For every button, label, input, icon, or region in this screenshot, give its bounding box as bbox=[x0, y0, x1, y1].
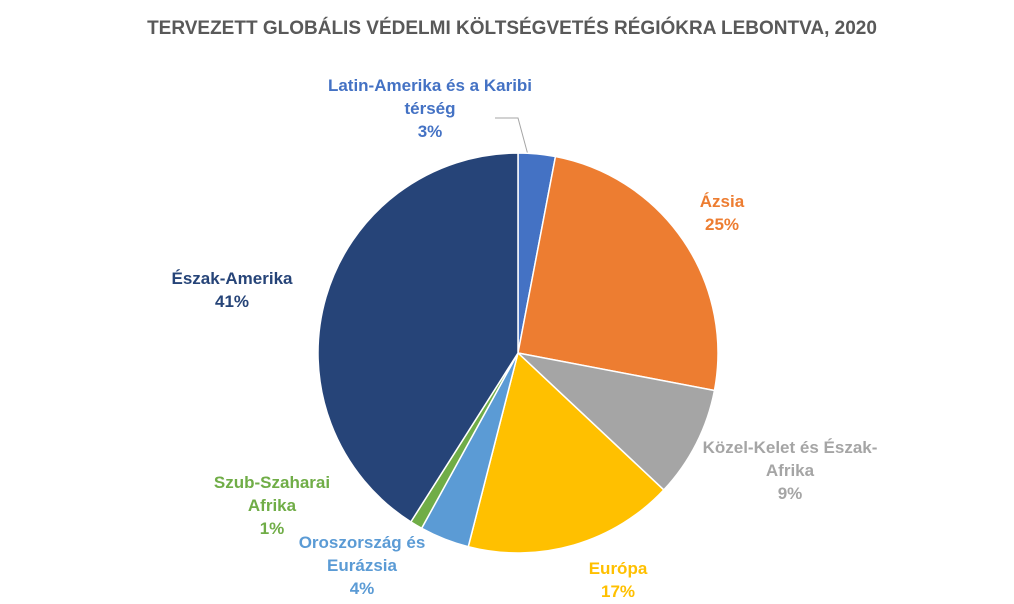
value-label: 25% bbox=[704, 215, 740, 234]
pie-slice bbox=[515, 351, 716, 491]
value-label: 41% bbox=[214, 292, 250, 311]
pie-slice bbox=[317, 152, 519, 523]
category-label: Latin-Amerika és a Karibi térség bbox=[327, 75, 533, 118]
category-label: Szub-Szaharai Afrika bbox=[213, 472, 331, 515]
slice-label: Oroszország és Eurázsia 4% bbox=[282, 531, 442, 600]
category-label: Oroszország és Eurázsia bbox=[298, 532, 426, 575]
value-label: 17% bbox=[600, 582, 636, 601]
pie-slice bbox=[467, 351, 665, 554]
value-label: 4% bbox=[349, 578, 375, 598]
value-label: 3% bbox=[417, 121, 443, 141]
chart-title: TERVEZETT GLOBÁLIS VÉDELMI KÖLTSÉGVETÉS … bbox=[147, 18, 877, 39]
value-label: 1% bbox=[259, 518, 285, 538]
slice-label: Közel-Kelet és Észak-Afrika 9% bbox=[700, 436, 880, 505]
leader-line bbox=[495, 117, 529, 156]
slice-label: Latin-Amerika és a Karibi térség 3% bbox=[325, 74, 535, 143]
slice-label: Szub-Szaharai Afrika 1% bbox=[197, 471, 347, 540]
category-label: Európa bbox=[588, 559, 648, 578]
value-label: 9% bbox=[777, 483, 803, 503]
slice-label: Ázsia 25% bbox=[682, 190, 762, 236]
category-label: Közel-Kelet és Észak-Afrika bbox=[702, 437, 878, 480]
slice-label: Európa 17% bbox=[568, 557, 668, 603]
slice-label: Észak-Amerika 41% bbox=[142, 267, 322, 313]
category-label: Ázsia bbox=[699, 192, 745, 211]
pie-slice bbox=[517, 155, 719, 392]
category-label: Észak-Amerika bbox=[171, 269, 293, 288]
